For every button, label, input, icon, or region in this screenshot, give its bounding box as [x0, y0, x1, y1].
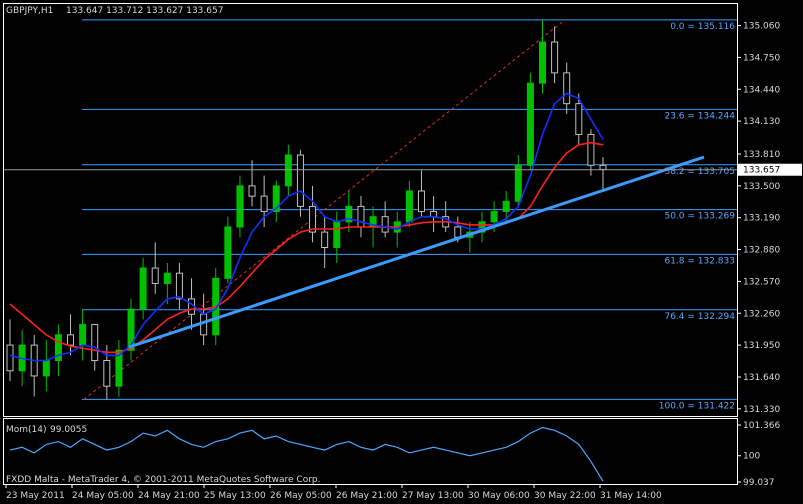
ohlc-label: 133.647 133.712 133.627 133.657: [66, 6, 223, 16]
candle-body: [321, 231, 329, 249]
candle-body: [175, 272, 183, 300]
candle-body: [514, 164, 522, 202]
candle-body: [490, 211, 498, 223]
time-tick-label: 24 May 05:00: [72, 491, 134, 501]
price-tick-label: 132.260: [743, 309, 780, 319]
candle-body: [79, 324, 87, 346]
price-tick-label: 132.570: [743, 277, 780, 287]
candle-body: [381, 216, 389, 233]
fib-level-label: 0.0 = 135.116: [670, 22, 735, 32]
fib-level-label: 38.2 = 133.705: [664, 167, 735, 177]
time-axis[interactable]: 23 May 2011 24 May 05:00 24 May 21:00 25 Ma…: [5, 484, 662, 501]
candle-body: [417, 190, 425, 213]
candle-body: [345, 205, 353, 223]
candle-body: [357, 205, 365, 228]
candle-body: [163, 272, 171, 284]
indicator-tick-label: 101.366: [743, 421, 780, 431]
candle-body: [54, 334, 62, 362]
symbol-label: GBPJPY,H1: [6, 6, 53, 16]
candle-body: [272, 185, 280, 213]
candle-body: [575, 103, 583, 135]
candle-body: [248, 185, 256, 197]
indicator-tick-label: 100: [743, 452, 760, 462]
candle-body: [115, 349, 123, 387]
ma-slow-line: [9, 141, 604, 354]
candle-body: [260, 195, 268, 213]
candle-body: [538, 41, 546, 84]
price-tick-label: 133.500: [743, 182, 780, 192]
price-tick-label: 131.330: [743, 405, 780, 415]
time-tick-label: 26 May 05:00: [270, 491, 332, 501]
time-tick-label: 25 May 13:00: [204, 491, 266, 501]
candle-body: [103, 360, 111, 387]
candlesticks: [6, 20, 607, 400]
price-tick-label: 133.810: [743, 150, 780, 160]
candle-body: [296, 154, 304, 207]
trend-line: [128, 155, 705, 349]
candle-body: [563, 72, 571, 105]
time-tick-label: 27 May 13:00: [402, 491, 464, 501]
time-tick-label: 31 May 14:00: [600, 491, 662, 501]
indicator-plot-frame: [3, 418, 738, 485]
time-tick-label: 23 May 2011: [6, 491, 65, 501]
price-tick-label: 131.640: [743, 373, 780, 383]
candle-body: [502, 200, 510, 213]
price-tick-label: 134.750: [743, 53, 780, 63]
candle-body: [599, 164, 607, 170]
current-price-label: 133.657: [743, 166, 780, 176]
trendline[interactable]: [128, 155, 705, 349]
fib-level-label: 61.8 = 132.833: [664, 256, 735, 266]
price-axis[interactable]: 135.060 134.750 134.440 134.130 133.810 133.5…: [4, 22, 802, 415]
candle-body: [454, 226, 462, 238]
time-tick-label: 30 May 22:00: [534, 491, 596, 501]
candle-body: [42, 360, 50, 377]
candle-body: [587, 133, 595, 166]
time-tick-label: 30 May 06:00: [468, 491, 530, 501]
candle-body: [478, 221, 486, 233]
candle-body: [236, 185, 244, 228]
fib-level-label: 76.4 = 132.294: [664, 312, 735, 322]
candle-body: [67, 334, 75, 346]
price-tick-label: 135.060: [743, 22, 780, 32]
time-tick-label: 24 May 21:00: [138, 491, 200, 501]
fibonacci-levels[interactable]: 0.0 = 135.116 23.6 = 134.244 38.2 = 133.70…: [82, 19, 737, 412]
fib-level-label: 23.6 = 134.244: [664, 111, 735, 121]
candle-body: [526, 82, 534, 166]
momentum-indicator: 101.366 100 99.037: [9, 421, 780, 488]
indicator-name: Mom(14): [6, 425, 47, 435]
price-tick-label: 134.130: [743, 117, 780, 127]
candle-body: [333, 221, 341, 249]
indicator-value: 99.0055: [50, 425, 87, 435]
price-tick-label: 132.880: [743, 246, 780, 256]
candle-body: [309, 205, 317, 233]
watermark-text: FXDD Malta - MetaTrader 4, © 2001-2011 M…: [6, 475, 321, 485]
ma-fast-line: [9, 92, 604, 362]
candle-body: [91, 324, 99, 362]
candle-body: [224, 226, 232, 279]
price-tick-label: 131.950: [743, 341, 780, 351]
momentum-line: [9, 426, 604, 482]
time-tick-label: 26 May 21:00: [336, 491, 398, 501]
candle-body: [551, 41, 559, 74]
fib-level-label: 100.0 = 131.422: [659, 401, 735, 411]
price-tick-label: 134.440: [743, 85, 780, 95]
indicator-tick-label: 99.037: [743, 478, 775, 488]
candle-body: [6, 344, 14, 372]
moving-averages: [9, 92, 604, 362]
current-price-tag: [738, 163, 802, 176]
candle-body: [284, 154, 292, 187]
candle-body: [139, 267, 147, 310]
fib-level-label: 50.0 = 133.269: [664, 212, 735, 222]
main-plot-frame: [3, 3, 738, 417]
price-tick-label: 133.190: [743, 214, 780, 224]
candle-body: [405, 190, 413, 223]
candle-body: [127, 308, 135, 351]
candle-body: [151, 267, 159, 284]
